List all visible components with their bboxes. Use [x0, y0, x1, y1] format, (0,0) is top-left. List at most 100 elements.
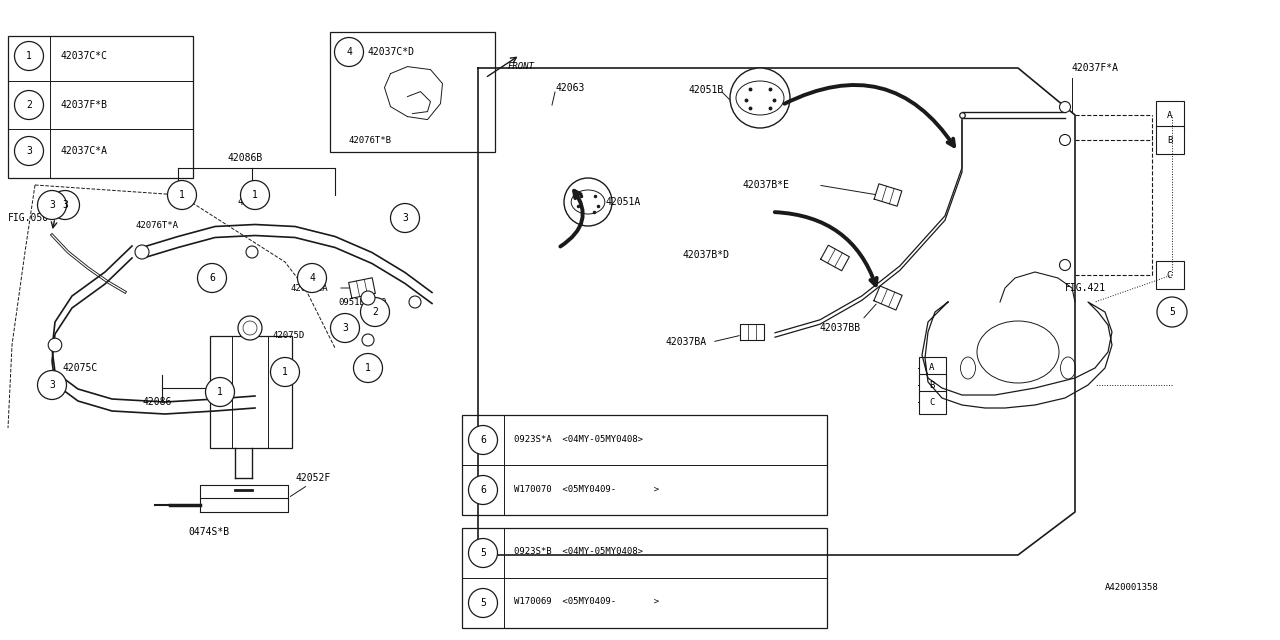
Circle shape: [168, 180, 197, 209]
Text: 42075C: 42075C: [61, 363, 97, 373]
Bar: [210, 336, 292, 448]
Text: 4: 4: [346, 47, 352, 57]
Text: 42063: 42063: [556, 83, 585, 93]
Text: 42037F*B: 42037F*B: [60, 100, 108, 110]
Text: 1: 1: [282, 367, 288, 377]
Text: 3: 3: [342, 323, 348, 333]
Text: 1: 1: [365, 363, 371, 373]
Text: 3: 3: [49, 380, 55, 390]
Text: W170069  <05MY0409-       >: W170069 <05MY0409- >: [515, 598, 659, 607]
Bar: [1156, 101, 1184, 129]
Text: 42076T*A: 42076T*A: [134, 221, 178, 230]
Text: 3: 3: [402, 213, 408, 223]
Text: 42075: 42075: [237, 197, 266, 207]
Text: 5: 5: [480, 598, 486, 608]
Circle shape: [14, 90, 44, 120]
Circle shape: [297, 264, 326, 292]
Circle shape: [468, 426, 498, 454]
Circle shape: [410, 296, 421, 308]
Text: 42037CA: 42037CA: [291, 284, 328, 292]
Bar: [919, 374, 946, 397]
Circle shape: [14, 42, 44, 70]
Text: 42086: 42086: [142, 397, 172, 407]
Text: 6: 6: [480, 435, 486, 445]
Text: 42052F: 42052F: [294, 473, 330, 483]
Circle shape: [1060, 102, 1070, 113]
Text: FRONT: FRONT: [508, 61, 535, 70]
Circle shape: [1157, 297, 1187, 327]
Circle shape: [468, 589, 498, 618]
Text: 42075D: 42075D: [273, 330, 305, 339]
Circle shape: [468, 476, 498, 504]
Text: 42037BA: 42037BA: [666, 337, 707, 347]
Text: 1: 1: [218, 387, 223, 397]
Circle shape: [270, 358, 300, 387]
Text: 42051B: 42051B: [689, 85, 723, 95]
Text: 42037C*D: 42037C*D: [367, 47, 413, 57]
Text: 42076T*B: 42076T*B: [348, 136, 390, 145]
Circle shape: [49, 338, 61, 352]
Circle shape: [197, 264, 227, 292]
Circle shape: [37, 371, 67, 399]
Text: 0474S*B: 0474S*B: [188, 527, 229, 537]
Circle shape: [246, 246, 259, 258]
Circle shape: [564, 178, 612, 226]
Text: A: A: [929, 364, 934, 372]
Text: 0951BG170: 0951BG170: [338, 298, 387, 307]
Text: 2: 2: [372, 307, 378, 317]
Text: 4: 4: [308, 273, 315, 283]
Circle shape: [730, 68, 790, 128]
Circle shape: [353, 353, 383, 383]
Text: 42037F*A: 42037F*A: [1073, 63, 1119, 73]
Circle shape: [206, 378, 234, 406]
Text: C: C: [929, 397, 934, 406]
Circle shape: [37, 191, 67, 220]
Circle shape: [468, 538, 498, 568]
Text: W170070  <05MY0409-       >: W170070 <05MY0409- >: [515, 484, 659, 493]
Text: 3: 3: [61, 200, 68, 210]
Text: 6: 6: [209, 273, 215, 283]
Circle shape: [330, 314, 360, 342]
Text: 42051A: 42051A: [605, 197, 640, 207]
Circle shape: [238, 316, 262, 340]
Text: 5: 5: [480, 548, 486, 558]
Text: 1: 1: [179, 190, 184, 200]
Text: 42037C*C: 42037C*C: [60, 51, 108, 61]
Bar: [1156, 126, 1184, 154]
Bar: [919, 390, 946, 413]
Text: 0923S*B  <04MY-05MY0408>: 0923S*B <04MY-05MY0408>: [515, 547, 643, 557]
Text: 6: 6: [480, 485, 486, 495]
Circle shape: [50, 191, 79, 220]
Bar: [462, 528, 827, 628]
Bar: [462, 415, 827, 515]
Text: C: C: [1167, 271, 1172, 280]
Text: 3: 3: [26, 146, 32, 156]
Text: 3: 3: [49, 200, 55, 210]
Circle shape: [241, 180, 270, 209]
Bar: [8, 36, 193, 178]
Text: 42037C*A: 42037C*A: [60, 146, 108, 156]
Text: 2: 2: [26, 100, 32, 110]
Text: A420001358: A420001358: [1105, 584, 1158, 593]
Text: 1: 1: [252, 190, 259, 200]
Circle shape: [361, 298, 389, 326]
Text: 5: 5: [1169, 307, 1175, 317]
Bar: [919, 356, 946, 380]
Text: B: B: [929, 381, 934, 390]
Text: FIG.421: FIG.421: [1065, 283, 1106, 293]
Text: 42037B*D: 42037B*D: [682, 250, 730, 260]
Bar: [330, 32, 495, 152]
Text: 42037B*E: 42037B*E: [742, 180, 788, 190]
Circle shape: [1060, 134, 1070, 145]
Text: 0923S*A  <04MY-05MY0408>: 0923S*A <04MY-05MY0408>: [515, 435, 643, 444]
Text: B: B: [1167, 136, 1172, 145]
Circle shape: [1060, 259, 1070, 271]
Text: 42037BB: 42037BB: [820, 323, 861, 333]
Text: A: A: [1167, 111, 1172, 120]
Text: 42086B: 42086B: [228, 153, 262, 163]
Circle shape: [334, 38, 364, 67]
Text: 1: 1: [26, 51, 32, 61]
Circle shape: [14, 136, 44, 166]
Text: FIG.050: FIG.050: [8, 213, 49, 223]
Bar: [1156, 261, 1184, 289]
